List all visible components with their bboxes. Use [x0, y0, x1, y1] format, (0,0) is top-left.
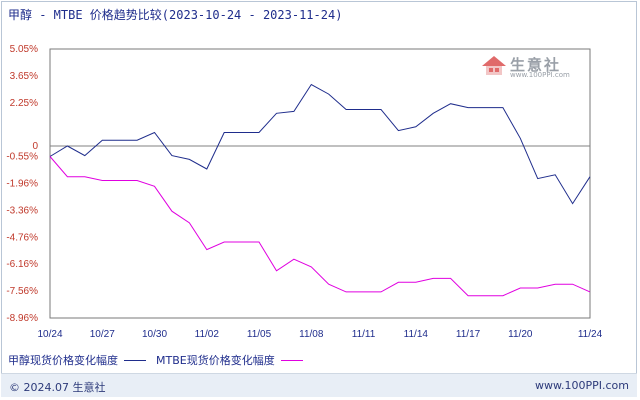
legend-swatch-series1 — [124, 359, 146, 361]
y-tick-label: 5.05% — [10, 44, 38, 55]
chart-axes — [49, 48, 591, 319]
legend-label-series2: MTBE现货价格变化幅度 — [156, 354, 275, 367]
x-tick-label: 10/30 — [142, 329, 167, 340]
y-tick-label: -4.76% — [6, 232, 38, 243]
x-tick-label: 11/02 — [195, 329, 220, 340]
y-tick-label: -1.96% — [6, 179, 38, 190]
watermark-url: www.100PPI.com — [510, 71, 570, 79]
house-logo-icon — [482, 56, 506, 75]
x-tick-label: 11/05 — [247, 329, 272, 340]
x-tick-label: 11/17 — [456, 329, 481, 340]
x-tick-label: 10/27 — [90, 329, 115, 340]
x-tick-label: 10/24 — [37, 329, 62, 340]
watermark: 生意社 www.100PPI.com — [480, 54, 576, 79]
footer-link[interactable]: www.100PPI.com — [535, 379, 629, 392]
y-tick-label: -3.36% — [6, 205, 38, 216]
plot-area-border — [49, 48, 591, 319]
y-tick-label: -6.16% — [6, 259, 38, 270]
x-tick-label: 11/24 — [578, 329, 603, 340]
legend-label-series1: 甲醇现货价格变化幅度 — [8, 354, 118, 367]
x-tick-label: 11/11 — [352, 329, 376, 340]
chart-title: 甲醇 - MTBE 价格趋势比较(2023-10-24 - 2023-11-24… — [8, 8, 343, 22]
y-tick-label: 0 — [32, 141, 38, 152]
x-tick-label: 11/08 — [299, 329, 324, 340]
footer-copyright: © 2024.07 生意社 — [9, 381, 106, 394]
footer-bar: © 2024.07 生意社 www.100PPI.com — [1, 373, 637, 397]
y-tick-label: 3.65% — [10, 71, 38, 82]
y-tick-label: -0.55% — [6, 152, 38, 163]
series-lines — [49, 83, 591, 297]
y-axis-ticks: 5.05% 3.65% 2.25% 0-0.55% -1.96% -3.36% -4.76%… — [6, 44, 38, 324]
legend-swatch-series2 — [280, 359, 303, 361]
watermark-text: 生意社 — [510, 56, 562, 74]
y-tick-label: 2.25% — [10, 98, 38, 109]
y-tick-label: -8.96% — [6, 313, 38, 324]
series-line-2 — [49, 156, 591, 297]
x-tick-label: 11/20 — [508, 329, 533, 340]
chart-legend: 甲醇现货价格变化幅度 MTBE现货价格变化幅度 — [8, 352, 313, 368]
series-line-1 — [49, 83, 591, 205]
y-tick-label: -7.56% — [6, 286, 38, 297]
x-axis-ticks: 10/24 10/27 10/30 11/02 11/05 11/08 11/11 11/14… — [37, 329, 602, 340]
x-tick-label: 11/14 — [404, 329, 429, 340]
